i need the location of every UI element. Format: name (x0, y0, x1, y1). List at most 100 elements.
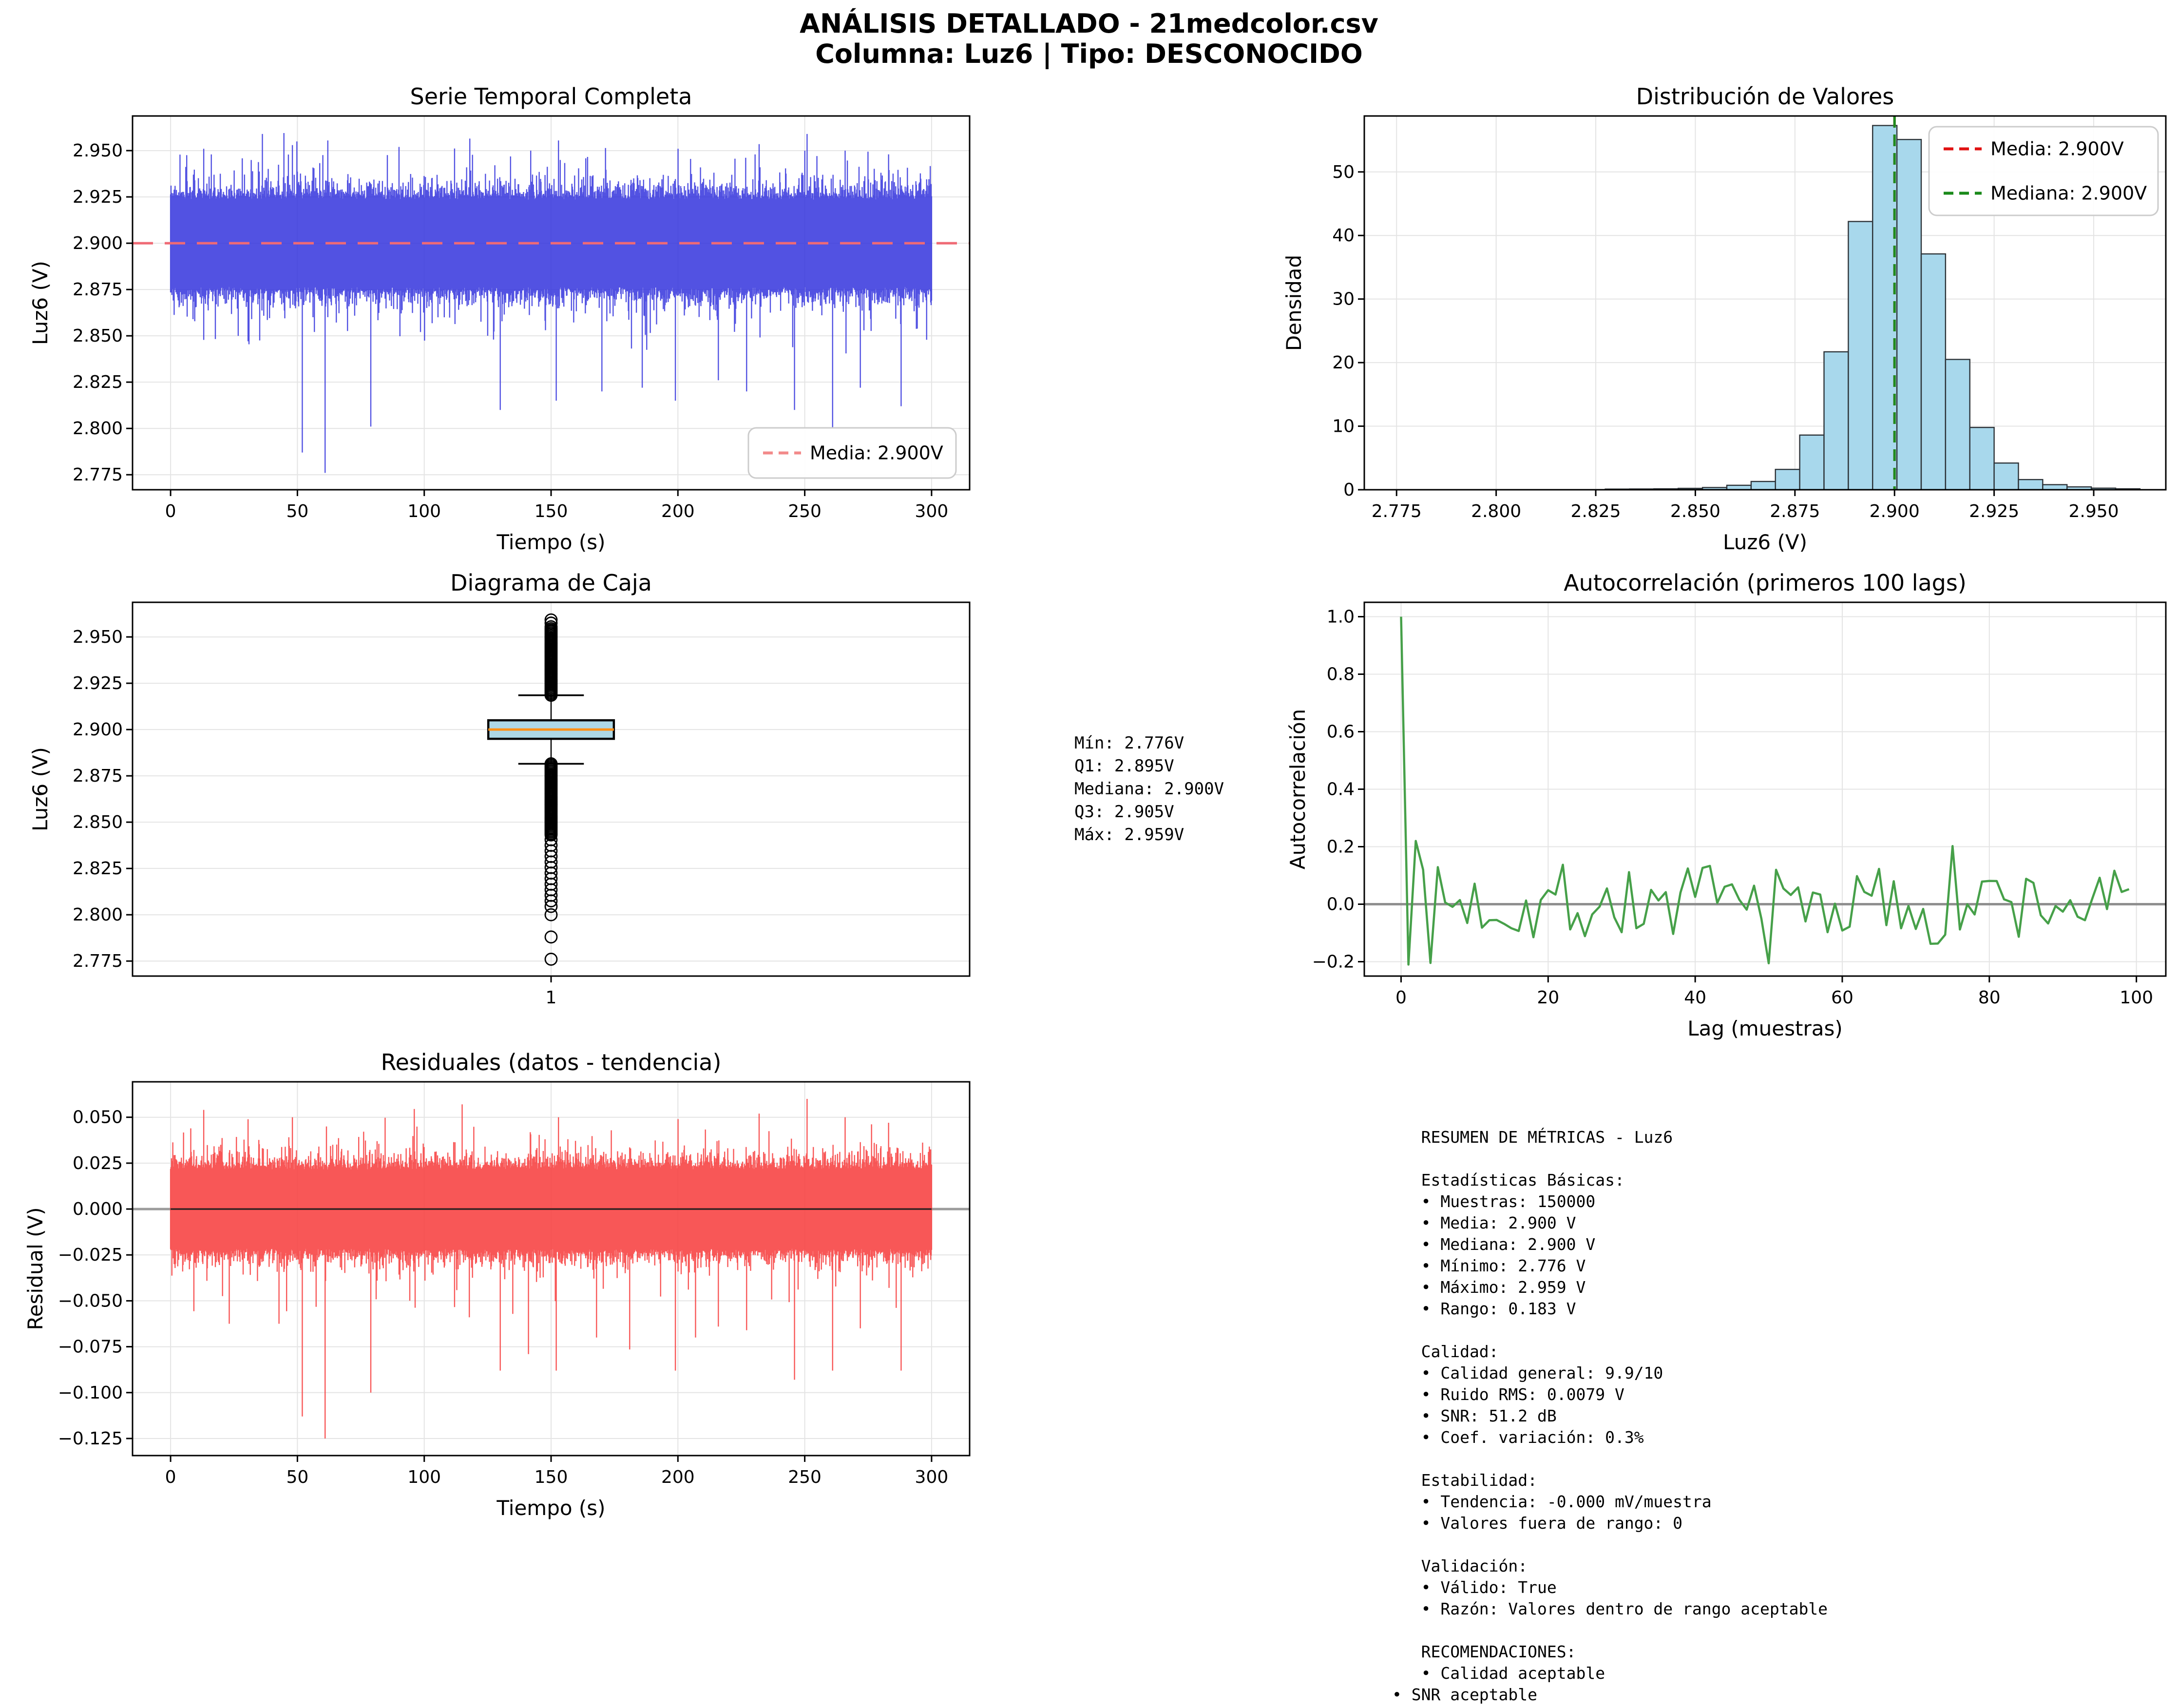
x-tick-label: 100 (407, 501, 441, 521)
y-tick-label: 2.825 (73, 859, 123, 879)
boxplot-stats-text: Mín: 2.776V Q1: 2.895V Mediana: 2.900V Q… (1074, 733, 1224, 844)
hist-bar (2018, 479, 2044, 491)
chart-title-distribucion: Distribución de Valores (1636, 83, 1894, 110)
x-tick-label: 200 (661, 1467, 695, 1487)
chart-autocorrelacion: 0 20 40 60 80 100 −0.2 0.0 0.2 0.4 0.6 0.8 1.0 Autoco… (1286, 570, 2167, 1040)
y-tick-label: 2.825 (73, 372, 123, 392)
legend-distribucion: Media: 2.900V Mediana: 2.900V (1928, 126, 2159, 216)
x-tick-label: 0 (165, 501, 176, 521)
y-tick-label: 50 (1332, 162, 1355, 182)
x-axis-label: Tiempo (s) (496, 530, 605, 554)
y-tick-label: 0.000 (73, 1199, 123, 1219)
y-tick-label: 2.875 (73, 766, 123, 786)
y-axis-label: Luz6 (V) (28, 261, 52, 345)
outlier-point (544, 894, 558, 908)
y-tick-label: 2.800 (73, 905, 123, 925)
y-tick-label: 2.800 (73, 419, 123, 439)
y-tick-label: 2.900 (73, 233, 123, 253)
hist-bar (1969, 426, 1995, 491)
y-tick-label: 2.950 (73, 627, 123, 647)
metrics-summary-text: RESUMEN DE MÉTRICAS - Luz6 Estadísticas … (1392, 1128, 1828, 1704)
legend-label: Mediana: 2.900V (1990, 183, 2147, 204)
y-tick-label: −0.2 (1312, 952, 1355, 972)
y-tick-label: −0.050 (58, 1291, 123, 1311)
y-tick-label: −0.125 (58, 1429, 123, 1449)
y-axis-label: Luz6 (V) (28, 747, 52, 831)
y-tick-label: −0.100 (58, 1383, 123, 1403)
x-tick-label: 150 (535, 501, 568, 521)
outlier-point (544, 828, 558, 842)
y-axis-label: Autocorrelación (1286, 709, 1310, 870)
x-tick-label: 300 (915, 1467, 949, 1487)
figure-title: ANÁLISIS DETALLADO - 21medcolor.csv Colu… (0, 9, 2178, 69)
x-tick-label: 20 (1537, 988, 1559, 1008)
x-tick-label: 2.775 (1372, 501, 1422, 521)
chart-title-caja: Diagrama de Caja (450, 570, 652, 596)
hist-bar (1920, 253, 1947, 491)
y-tick-label: 2.925 (73, 673, 123, 693)
x-tick-label: 80 (1978, 988, 2001, 1008)
outlier-point (544, 908, 558, 921)
chart-distribucion: 2.775 2.800 2.825 2.850 2.875 2.900 2.925 2.950… (1282, 83, 2167, 554)
x-tick-label: 0 (165, 1467, 176, 1487)
y-tick-label: 0 (1343, 480, 1355, 500)
x-tick-label: 2.900 (1870, 501, 1920, 521)
y-tick-label: 2.875 (73, 280, 123, 300)
outlier-point (544, 616, 558, 630)
figure-title-line1: ANÁLISIS DETALLADO - 21medcolor.csv (800, 8, 1378, 39)
chart-title-residuales: Residuales (datos - tendencia) (381, 1049, 722, 1075)
x-tick-label: 100 (2120, 988, 2153, 1008)
x-tick-label: 100 (407, 1467, 441, 1487)
hist-bar (1775, 469, 1800, 491)
y-tick-label: 0.050 (73, 1108, 123, 1128)
legend-label: Media: 2.900V (810, 442, 943, 464)
y-axis-label: Densidad (1282, 255, 1306, 351)
hist-bar (1823, 351, 1849, 491)
y-tick-label: 0.6 (1327, 722, 1355, 742)
chart-title-serie_temporal: Serie Temporal Completa (410, 83, 692, 110)
outlier-point (544, 953, 558, 966)
x-tick-label: 2.925 (1969, 501, 2019, 521)
y-axis-label: Residual (V) (23, 1207, 47, 1330)
y-tick-label: 1.0 (1327, 607, 1355, 627)
y-tick-label: 0.2 (1327, 837, 1355, 857)
x-tick-label: 2.875 (1770, 501, 1820, 521)
y-tick-label: 2.850 (73, 812, 123, 832)
x-tick-label: 1 (546, 988, 557, 1008)
x-tick-label: 200 (661, 501, 695, 521)
outlier-point (544, 620, 558, 633)
x-tick-label: 50 (286, 1467, 308, 1487)
x-axis-label: Lag (muestras) (1687, 1017, 1843, 1040)
x-axis-label: Tiempo (s) (496, 1496, 605, 1520)
outlier-point (544, 613, 558, 627)
outlier-point (544, 900, 558, 913)
hist-bar (1848, 221, 1873, 491)
hist-bar (1896, 139, 1922, 491)
hist-bar (1945, 359, 1970, 491)
chart-title-autocorrelacion: Autocorrelación (primeros 100 lags) (1564, 570, 1967, 596)
x-tick-label: 150 (535, 1467, 568, 1487)
y-tick-label: 40 (1332, 226, 1355, 246)
y-tick-label: 2.925 (73, 187, 123, 207)
x-tick-label: 2.950 (2068, 501, 2119, 521)
hist-bar (1750, 480, 1776, 491)
y-tick-label: 2.900 (73, 720, 123, 740)
chart-caja: 1 2.775 2.800 2.825 2.850 2.875 2.900 2.925 2.95… (28, 570, 971, 1008)
acf-line (1400, 616, 2130, 966)
figure-title-line2: Columna: Luz6 | Tipo: DESCONOCIDO (815, 38, 1363, 69)
y-tick-label: 0.025 (73, 1153, 123, 1173)
y-tick-label: −0.025 (58, 1245, 123, 1265)
x-tick-label: 250 (788, 1467, 822, 1487)
legend-serie_temporal: Media: 2.900V (747, 427, 957, 479)
x-tick-label: 2.800 (1471, 501, 1521, 521)
hist-bar (1799, 434, 1825, 491)
x-tick-label: 2.850 (1670, 501, 1720, 521)
y-tick-label: 2.850 (73, 326, 123, 346)
x-tick-label: 50 (286, 501, 308, 521)
y-tick-label: 0.4 (1327, 780, 1355, 800)
y-tick-label: 2.775 (73, 951, 123, 971)
legend-label: Media: 2.900V (1990, 138, 2124, 160)
y-tick-label: −0.075 (58, 1337, 123, 1357)
y-tick-label: 2.950 (73, 141, 123, 161)
